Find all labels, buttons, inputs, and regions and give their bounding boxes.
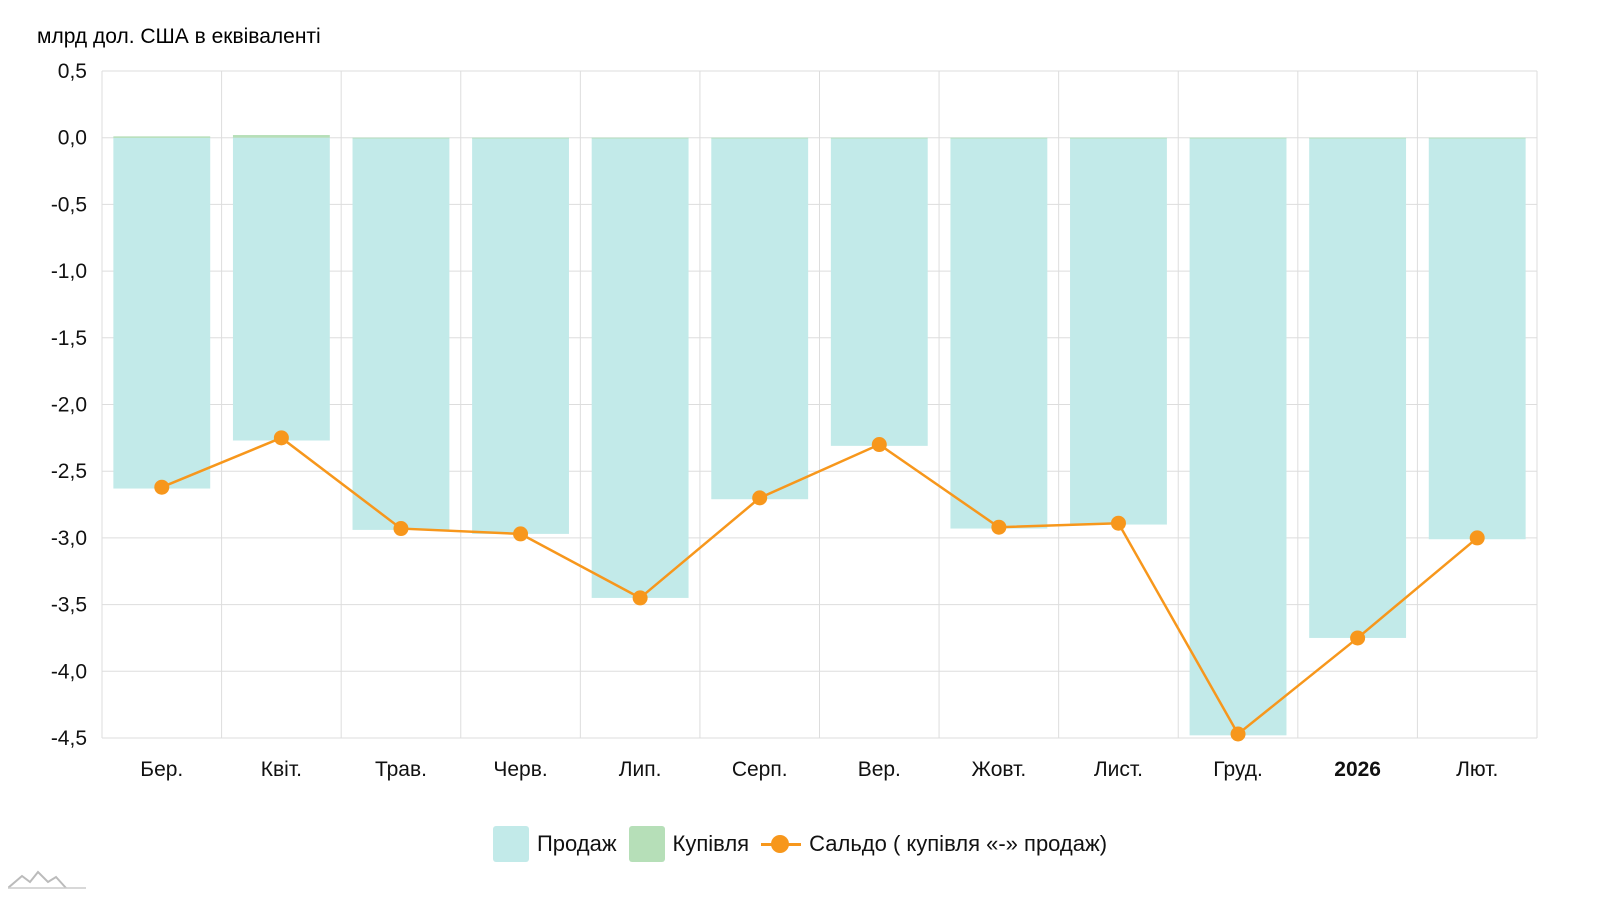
legend: Продаж Купівля Сальдо ( купівля «-» прод… [0,826,1600,862]
balance-point [273,430,289,446]
grid [101,70,1538,739]
x-tick-label: Бер. [140,758,183,781]
bar-sales [830,137,928,446]
balance-point [752,490,768,506]
balance-point [154,479,170,495]
x-tick-label: Вер. [858,758,901,781]
balance-point [1469,530,1485,546]
bar-sales [1428,137,1526,540]
bar-sales [711,137,809,500]
bar-sales [472,137,569,534]
y-tick-label: -3,0 [51,527,87,550]
bar-sales [1189,137,1287,736]
bar-purchase [711,137,809,139]
y-tick-label: -2,5 [51,460,87,483]
balance-point [871,437,887,453]
legend-item-balance[interactable]: Сальдо ( купівля «-» продаж) [761,831,1107,857]
x-tick-label: Груд. [1213,758,1263,781]
bar-sales [1309,137,1407,638]
balance-swatch [761,834,802,854]
legend-label-purchase: Купівля [672,831,750,856]
bar-sales [232,137,330,441]
balance-point [632,590,648,606]
balance-polyline [161,436,1479,736]
balance-line [154,430,1485,742]
y-tick-label: -2,0 [51,394,87,417]
x-tick-label: Трав. [375,758,427,781]
x-tick-label: Лют. [1456,758,1498,781]
bar-sales [352,137,450,530]
legend-item-sales[interactable]: Продаж [492,826,617,862]
bar-purchase [1309,137,1407,139]
bar-sales [591,137,689,598]
legend-label-balance: Сальдо ( купівля «-» продаж) [809,831,1108,856]
purchase-swatch [628,826,665,862]
x-tick-label: Лист. [1094,758,1143,781]
y-tick-label: -0,5 [51,193,87,216]
bar-purchase [472,137,569,139]
y-tick-label: -1,0 [51,260,87,283]
y-tick-label: -3,5 [51,594,87,617]
bar-purchase [950,137,1048,139]
bar-purchase [830,137,928,139]
bars [113,135,1526,736]
sales-swatch [492,826,529,862]
x-tick-label: Жовт. [972,758,1027,781]
bar-purchase [232,135,330,138]
balance-point [1350,630,1366,646]
ticks: 0,5 0,0 -0,5 -1,0 -1,5 -2,0 -2,5 -3,0 -3,5 -4,0 -4… [51,60,1498,781]
bar-purchase [1070,137,1167,139]
legend-item-purchase[interactable]: Купівля [628,826,750,862]
balance-point [393,521,409,537]
balance-point [513,526,529,542]
legend-label-sales: Продаж [536,831,617,856]
bar-purchase [113,136,211,138]
y-tick-label: -4,0 [51,660,87,683]
bar-purchase [591,137,689,139]
y-tick-label: -4,5 [51,727,87,750]
bar-sales [1070,137,1167,525]
bar-purchase [352,137,450,139]
x-tick-label: Квіт. [261,758,302,781]
bar-purchase [1189,137,1287,139]
mountain-logo-icon [8,870,86,889]
y-tick-label: -1,5 [51,327,87,350]
y-tick-label: 0,0 [58,127,87,150]
bar-purchase [1428,137,1526,139]
x-tick-label: Лип. [619,758,662,781]
x-tick-label: Серп. [732,758,788,781]
bar-sales [113,137,211,489]
balance-point [991,519,1007,535]
balance-point [1110,515,1126,531]
bar-sales [950,137,1048,529]
x-tick-label: 2026 [1334,758,1381,781]
x-tick-label: Черв. [493,758,547,781]
y-axis-label: млрд дол. США в еквіваленті [37,25,321,48]
balance-point [1230,726,1246,742]
y-tick-label: 0,5 [58,60,87,83]
